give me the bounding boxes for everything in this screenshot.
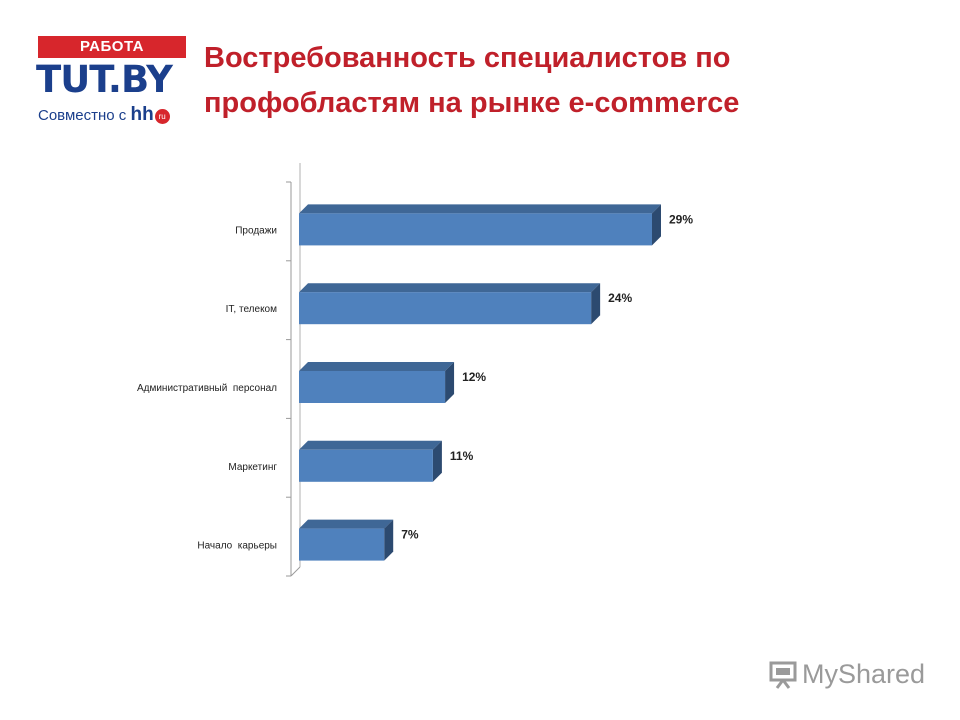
bar	[299, 528, 385, 561]
category-label: Продажи	[235, 225, 277, 236]
bar-top-face	[299, 283, 601, 293]
bar-side-face	[591, 283, 601, 325]
axis-floor-edge	[290, 566, 301, 577]
watermark: MyShared	[768, 654, 928, 694]
data-label: 29%	[669, 212, 693, 226]
data-label: 12%	[462, 370, 486, 384]
bar-top-face	[299, 204, 661, 214]
category-label: Административный персонал	[137, 383, 277, 394]
data-label: 11%	[450, 449, 474, 463]
bar	[299, 292, 592, 325]
category-label: Маркетинг	[228, 462, 277, 473]
bar-side-face	[384, 519, 394, 561]
bar-top-face	[299, 440, 442, 450]
logo-badge: РАБОТА	[38, 36, 186, 58]
bar-top-face	[299, 362, 455, 371]
hh-logo-text: hh	[130, 104, 154, 125]
bar-side-face	[445, 362, 455, 403]
bar-side-face	[432, 440, 442, 482]
logo-brand: TUT.BY	[36, 58, 173, 101]
hh-ru-badge: ru	[154, 108, 170, 124]
bar-top-face	[299, 519, 394, 529]
bar	[299, 449, 433, 482]
bar-side-face	[652, 204, 661, 246]
category-label: IT, телеком	[226, 304, 277, 315]
tutby-logo: РАБОТА TUT.BY Совместно с hh ru	[36, 36, 188, 126]
category-label: Начало карьеры	[197, 541, 277, 552]
presentation-board-icon	[769, 661, 797, 689]
logo-partner: Совместно с hh ru	[38, 104, 170, 126]
bar	[299, 213, 652, 246]
watermark-text: MyShared	[802, 658, 926, 689]
data-label: 24%	[608, 291, 632, 305]
data-label: 7%	[401, 528, 419, 542]
partner-prefix: Совместно с	[38, 107, 127, 124]
slide-title: Востребованность специалистов по профобл…	[204, 42, 740, 119]
bar	[299, 371, 446, 403]
